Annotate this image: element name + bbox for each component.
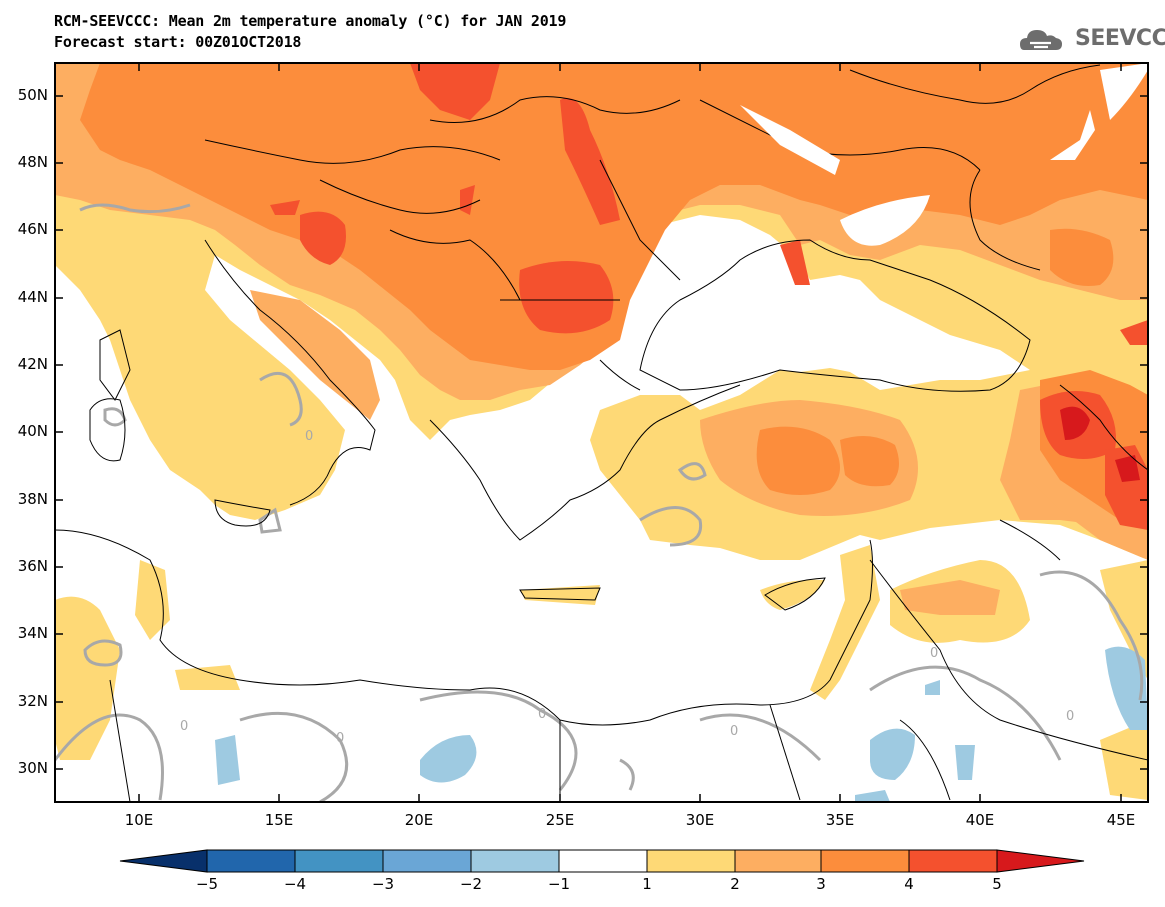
colorbar-segment [470,849,560,873]
colorbar-tick-label: −4 [283,875,307,893]
lat-label: 42N [17,355,48,373]
anomaly-band-neg-2-1 [215,646,1148,802]
lat-label: 50N [17,86,48,104]
colorbar-tick-label: 1 [642,875,652,893]
colorbar-segment [558,849,648,873]
lat-label: 30N [17,759,48,777]
colorbar-tick-label: −5 [195,875,219,893]
colorbar-tick-label: 5 [992,875,1002,893]
contour-label: 0 [538,707,546,722]
colorbar-tick-label: −1 [547,875,571,893]
contour-label: 0 [336,731,344,746]
zero-contour-lines [55,203,1144,802]
lon-label: 20E [404,811,434,829]
colorbar-segment [294,849,384,873]
lat-label: 36N [17,557,48,575]
colorbar-segment [908,849,998,873]
forecast-start-label: Forecast start: 00Z01OCT2018 [54,33,302,51]
lon-label: 25E [545,811,575,829]
contour-label: 0 [730,724,738,739]
contour-label: 0 [930,646,938,661]
colorbar-tick-label: 3 [816,875,826,893]
contour-labels: 0 0 0 0 0 0 0 [180,429,1074,746]
colorbar-segment [206,849,296,873]
contour-label: 0 [180,719,188,734]
colorbar-segment [820,849,910,873]
lon-label: 35E [825,811,855,829]
lat-label: 48N [17,153,48,171]
axis-ticks [55,63,1148,802]
colorbar-tick-label: −3 [371,875,395,893]
lat-label: 32N [17,692,48,710]
colorbar-segment [382,849,472,873]
colorbar-tick-label: 2 [730,875,740,893]
colorbar-segment [646,849,736,873]
lon-label: 40E [965,811,995,829]
contour-label: 0 [305,429,313,444]
colorbar-segment [734,849,822,873]
lon-label: 15E [264,811,294,829]
colorbar-tick-label: 4 [904,875,914,893]
lon-label: 10E [124,811,154,829]
logo-text: SEEVCCC [1075,26,1165,51]
contour-label: 0 [1066,709,1074,724]
lat-label: 38N [17,490,48,508]
anomaly-band-above-5 [1060,406,1140,482]
colorbar-tick-label: −2 [459,875,483,893]
coastlines-and-borders [55,64,1148,802]
lat-label: 44N [17,288,48,306]
lat-label: 46N [17,220,48,238]
cloud-icon [1020,30,1062,50]
lat-label: 34N [17,624,48,642]
colorbar [119,849,1085,873]
missing-data-streaks [740,63,1148,246]
map-title: RCM-SEEVCCC: Mean 2m temperature anomaly… [54,12,567,30]
lat-label: 40N [17,422,48,440]
lon-label: 45E [1106,811,1136,829]
colorbar-segment [996,849,1085,873]
lon-label: 30E [685,811,715,829]
colorbar-segment [119,849,208,873]
